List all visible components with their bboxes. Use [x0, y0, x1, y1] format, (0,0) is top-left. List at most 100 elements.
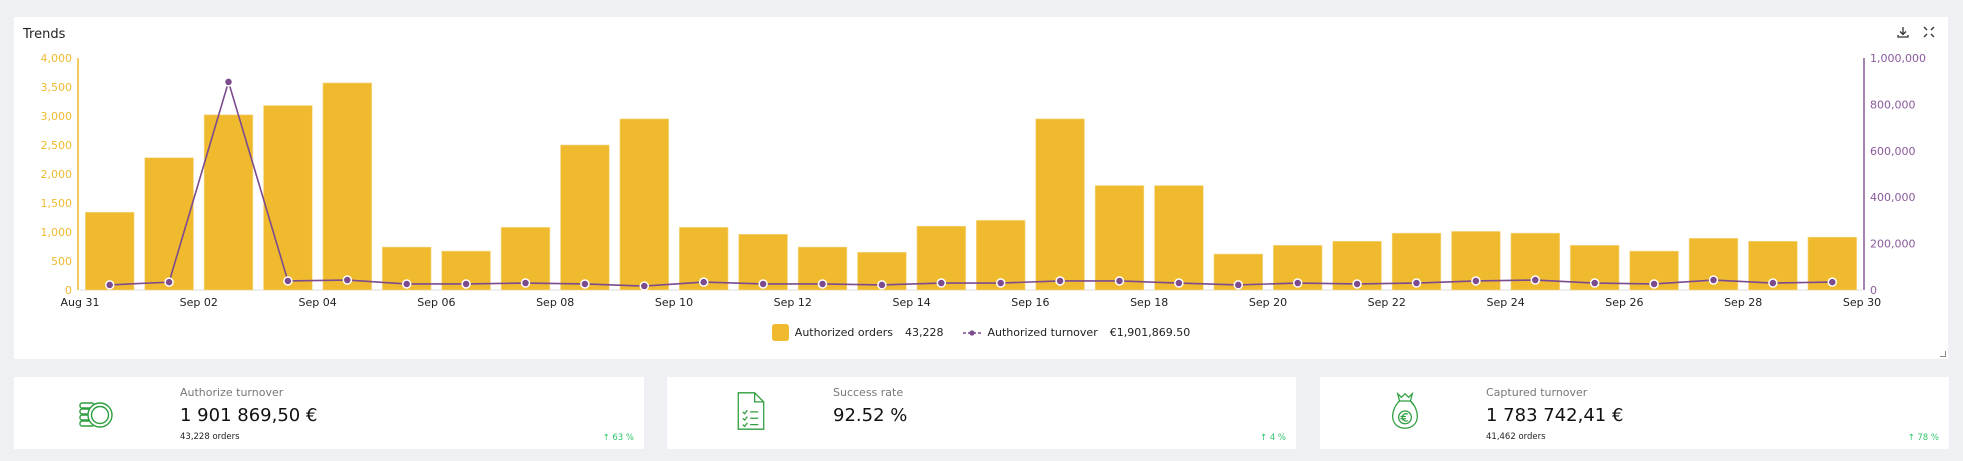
bar-sep-09 [619, 118, 669, 291]
turnover-point-sep-06 [461, 279, 471, 289]
kpi-value: 1 783 742,41 € [1486, 405, 1624, 426]
turnover-point-sep-20 [1292, 278, 1303, 288]
chart-legend: Authorized orders 43,228 Authorized turn… [14, 324, 1948, 341]
y-right-tick-label: 400,000 [1870, 191, 1916, 204]
x-tick-label: Sep 28 [1724, 296, 1762, 309]
x-tick-label: Aug 31 [61, 296, 100, 309]
turnover-point-sep-24 [1530, 275, 1541, 285]
kpi-card-authorize-turnover: Authorize turnover 1 901 869,50 € 43,228… [14, 377, 644, 449]
turnover-point-sep-10 [698, 277, 709, 287]
turnover-point-sep-12 [817, 279, 828, 289]
bar-sep-08 [560, 144, 610, 291]
turnover-point-sep-17 [1114, 276, 1125, 286]
bar-sep-02 [203, 114, 254, 291]
bar-sep-18 [1154, 185, 1204, 291]
legend-label-orders: Authorized orders [794, 326, 893, 339]
x-tick-label: Sep 10 [655, 296, 693, 309]
x-tick-label: Sep 20 [1249, 296, 1287, 309]
turnover-point-sep-29 [1827, 277, 1838, 287]
turnover-point-sep-21 [1352, 279, 1362, 289]
y-right-tick-label: 1,000,000 [1870, 52, 1926, 65]
x-tick-label: Sep 12 [774, 296, 812, 309]
bar-sep-01 [144, 157, 194, 291]
fullscreen-icon[interactable] [1922, 25, 1936, 39]
bar-sep-04 [322, 82, 372, 291]
kpi-orders: 41,462 orders [1486, 432, 1546, 442]
kpi-card-success-rate: Success rate 92.52 % ↑ 4 % [667, 377, 1296, 449]
trends-chart: 0 500 1,000 1,500 2,000 2,500 3,000 3,500 4,000 0… [41, 52, 1926, 309]
x-tick-label: Sep 26 [1605, 296, 1643, 309]
y-left-tick-label: 1,000 [41, 226, 73, 239]
x-tick-label: Sep 02 [180, 296, 218, 309]
turnover-point-sep-04 [342, 275, 353, 285]
y-left-tick-label: 2,500 [41, 139, 73, 152]
y-left-tick-label: 3,500 [41, 81, 73, 94]
turnover-point-sep-22 [1411, 278, 1422, 288]
turnover-point-sep-07 [520, 278, 531, 288]
turnover-point-sep-01 [164, 277, 174, 287]
y-left-tick-label: 2,000 [41, 168, 73, 181]
turnover-point-sep-25 [1589, 278, 1600, 288]
trends-card: Trends 0 500 1,000 1,500 2,000 2,500 3,000 3,50… [14, 17, 1948, 359]
kpi-value: 92.52 % [833, 405, 908, 426]
turnover-point-sep-28 [1768, 278, 1778, 288]
download-icon[interactable] [1896, 25, 1910, 39]
money-bag-euro-icon [1392, 391, 1418, 429]
turnover-point-sep-18 [1174, 278, 1184, 288]
turnover-point-sep-15 [995, 278, 1006, 288]
legend-total-turnover: €1,901,869.50 [1109, 326, 1191, 339]
turnover-point-sep-02 [223, 77, 234, 87]
y-right-tick-label: 200,000 [1870, 238, 1916, 251]
kpi-card-captured-turnover: Captured turnover 1 783 742,41 € 41,462 … [1320, 377, 1949, 449]
kpi-trend: ↑ 63 % [602, 433, 634, 443]
x-tick-label: Sep 30 [1843, 296, 1881, 309]
x-tick-label: Sep 22 [1368, 296, 1406, 309]
checklist-document-icon [737, 392, 765, 430]
kpi-trend: ↑ 78 % [1907, 433, 1939, 443]
x-tick-label: Sep 24 [1486, 296, 1524, 309]
x-tick-label: Sep 16 [1011, 296, 1049, 309]
turnover-point-aug-31 [104, 280, 115, 290]
bar-aug-31 [85, 211, 135, 291]
legend-item-turnover[interactable]: Authorized turnover €1,901,869.50 [963, 326, 1190, 339]
x-tick-label: Sep 04 [298, 296, 336, 309]
turnover-point-sep-11 [758, 279, 768, 289]
coins-icon [79, 402, 113, 428]
y-left-tick-label: 4,000 [41, 52, 73, 65]
legend-label-turnover: Authorized turnover [987, 326, 1098, 339]
x-tick-label: Sep 18 [1130, 296, 1168, 309]
card-toolbar [1896, 25, 1936, 39]
y-right-tick-label: 800,000 [1870, 98, 1916, 111]
x-tick-label: Sep 06 [417, 296, 455, 309]
turnover-point-sep-26 [1649, 279, 1659, 289]
turnover-point-sep-05 [401, 279, 412, 289]
kpi-label: Captured turnover [1486, 386, 1588, 399]
turnover-point-sep-09 [639, 281, 650, 291]
turnover-point-sep-27 [1708, 275, 1719, 285]
legend-total-orders: 43,228 [904, 326, 944, 339]
kpi-label: Authorize turnover [180, 386, 284, 399]
legend-line-marker-icon [963, 329, 982, 336]
kpi-label: Success rate [833, 386, 904, 399]
y-left-tick-label: 500 [51, 255, 72, 268]
kpi-orders: 43,228 orders [180, 432, 240, 442]
y-left-tick-label: 1,500 [41, 197, 73, 210]
y-right-tick-label: 0 [1870, 284, 1877, 297]
y-right-tick-label: 600,000 [1870, 145, 1916, 158]
card-title: Trends [23, 27, 66, 42]
kpi-trend: ↑ 4 % [1259, 433, 1286, 443]
turnover-point-sep-13 [877, 280, 887, 290]
turnover-point-sep-08 [580, 279, 590, 289]
y-left-tick-label: 0 [65, 284, 72, 297]
legend-item-orders[interactable]: Authorized orders 43,228 [771, 324, 944, 341]
y-left-tick-label: 3,000 [41, 110, 73, 123]
kpi-value: 1 901 869,50 € [180, 405, 318, 426]
x-tick-label: Sep 08 [536, 296, 574, 309]
turnover-point-sep-14 [936, 278, 947, 288]
turnover-point-sep-03 [283, 276, 293, 286]
resize-handle[interactable] [1940, 351, 1946, 357]
x-tick-label: Sep 14 [892, 296, 930, 309]
bar-sep-16 [1035, 118, 1085, 291]
bar-sep-03 [263, 105, 313, 291]
bar-sep-17 [1094, 185, 1145, 291]
